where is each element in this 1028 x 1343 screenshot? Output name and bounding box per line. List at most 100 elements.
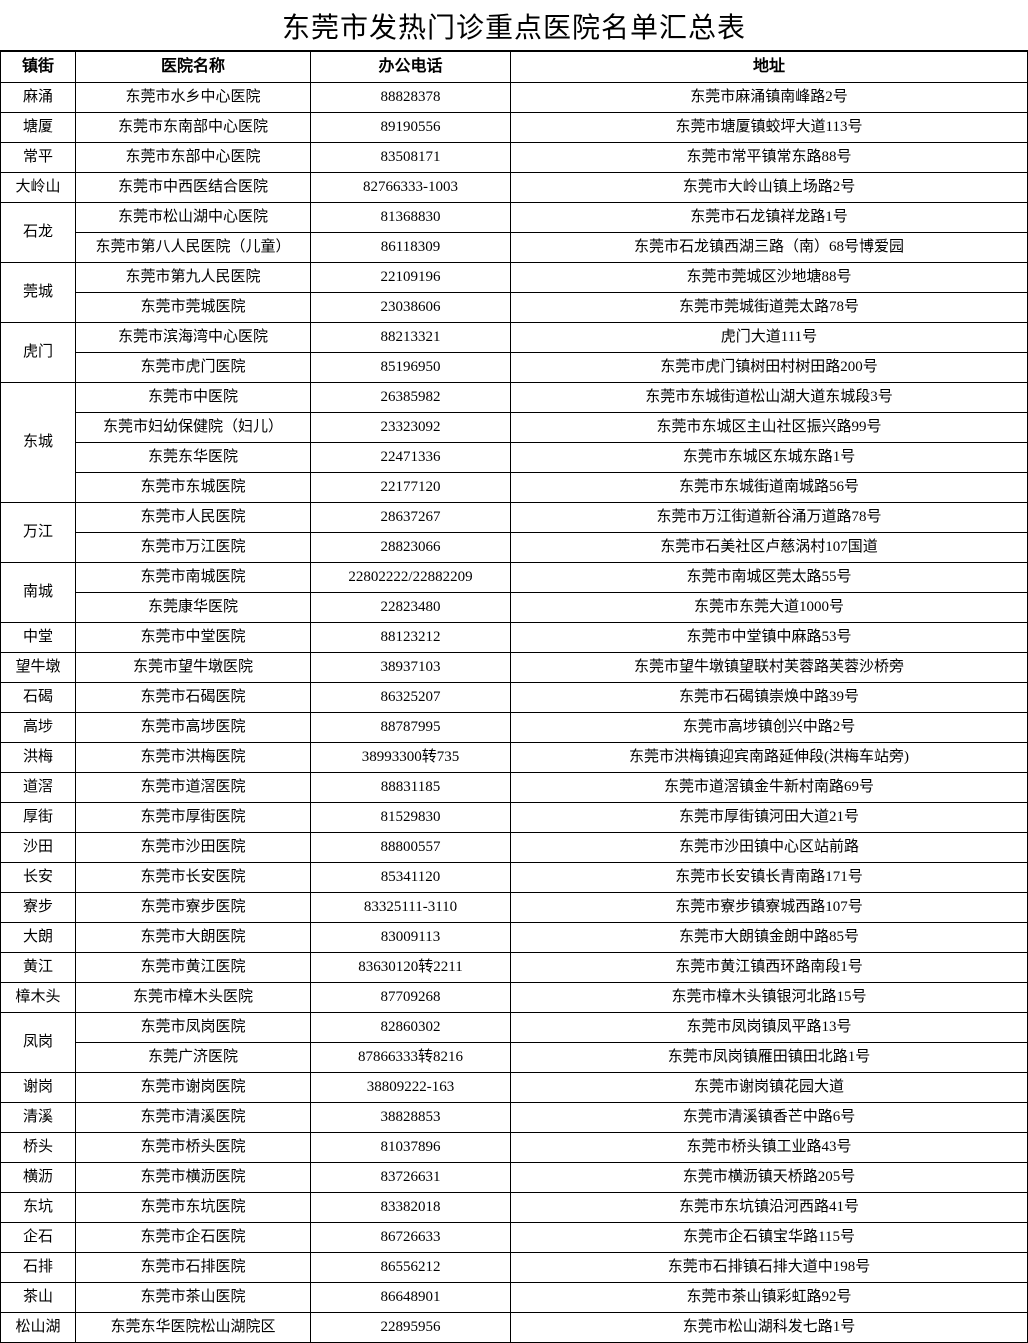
cell-address: 东莞市东莞大道1000号 — [511, 593, 1028, 623]
cell-address: 东莞市石美社区卢慈涡村107国道 — [511, 533, 1028, 563]
cell-town: 谢岗 — [1, 1073, 76, 1103]
cell-town: 麻涌 — [1, 83, 76, 113]
cell-hospital-name: 东莞市松山湖中心医院 — [76, 203, 311, 233]
cell-phone: 86325207 — [311, 683, 511, 713]
header-phone: 办公电话 — [311, 52, 511, 83]
table-row: 长安东莞市长安医院85341120东莞市长安镇长青南路171号 — [1, 863, 1028, 893]
cell-hospital-name: 东莞市中医院 — [76, 383, 311, 413]
cell-hospital-name: 东莞市南城医院 — [76, 563, 311, 593]
cell-address: 东莞市石龙镇祥龙路1号 — [511, 203, 1028, 233]
cell-address: 东莞市东城区东城东路1号 — [511, 443, 1028, 473]
cell-address: 东莞市大岭山镇上场路2号 — [511, 173, 1028, 203]
cell-address: 东莞市松山湖科发七路1号 — [511, 1313, 1028, 1343]
cell-hospital-name: 东莞市洪梅医院 — [76, 743, 311, 773]
table-row: 道滘东莞市道滘医院88831185东莞市道滘镇金牛新村南路69号 — [1, 773, 1028, 803]
cell-hospital-name: 东莞市中堂医院 — [76, 623, 311, 653]
table-row: 厚街东莞市厚街医院81529830东莞市厚街镇河田大道21号 — [1, 803, 1028, 833]
cell-address: 东莞市中堂镇中麻路53号 — [511, 623, 1028, 653]
cell-address: 东莞市万江街道新谷涌万道路78号 — [511, 503, 1028, 533]
hospital-table: 镇街 医院名称 办公电话 地址 麻涌东莞市水乡中心医院88828378东莞市麻涌… — [0, 51, 1028, 1343]
cell-address: 东莞市沙田镇中心区站前路 — [511, 833, 1028, 863]
table-row: 沙田东莞市沙田医院88800557东莞市沙田镇中心区站前路 — [1, 833, 1028, 863]
cell-phone: 88787995 — [311, 713, 511, 743]
table-row: 南城东莞市南城医院22802222/22882209东莞市南城区莞太路55号 — [1, 563, 1028, 593]
cell-town: 石龙 — [1, 203, 76, 263]
table-row: 东莞市虎门医院85196950东莞市虎门镇树田村树田路200号 — [1, 353, 1028, 383]
cell-town: 莞城 — [1, 263, 76, 323]
table-row: 东莞市万江医院28823066东莞市石美社区卢慈涡村107国道 — [1, 533, 1028, 563]
cell-hospital-name: 东莞康华医院 — [76, 593, 311, 623]
cell-phone: 38937103 — [311, 653, 511, 683]
cell-address: 东莞市茶山镇彩虹路92号 — [511, 1283, 1028, 1313]
table-row: 东莞市第八人民医院（儿童）86118309东莞市石龙镇西湖三路（南）68号博爱园 — [1, 233, 1028, 263]
cell-address: 东莞市凤岗镇凤平路13号 — [511, 1013, 1028, 1043]
cell-town: 长安 — [1, 863, 76, 893]
cell-hospital-name: 东莞广济医院 — [76, 1043, 311, 1073]
cell-address: 东莞市洪梅镇迎宾南路延伸段(洪梅车站旁) — [511, 743, 1028, 773]
cell-hospital-name: 东莞市谢岗医院 — [76, 1073, 311, 1103]
cell-phone: 85341120 — [311, 863, 511, 893]
cell-address: 东莞市望牛墩镇望联村芙蓉路芙蓉沙桥旁 — [511, 653, 1028, 683]
cell-address: 东莞市寮步镇寮城西路107号 — [511, 893, 1028, 923]
table-row: 东莞市莞城医院23038606东莞市莞城街道莞太路78号 — [1, 293, 1028, 323]
table-row: 东莞东华医院22471336东莞市东城区东城东路1号 — [1, 443, 1028, 473]
cell-town: 樟木头 — [1, 983, 76, 1013]
cell-address: 东莞市横沥镇天桥路205号 — [511, 1163, 1028, 1193]
table-row: 横沥东莞市横沥医院83726631东莞市横沥镇天桥路205号 — [1, 1163, 1028, 1193]
table-row: 凤岗东莞市凤岗医院82860302东莞市凤岗镇凤平路13号 — [1, 1013, 1028, 1043]
cell-address: 东莞市东城区主山社区振兴路99号 — [511, 413, 1028, 443]
cell-address: 东莞市黄江镇西环路南段1号 — [511, 953, 1028, 983]
cell-town: 石排 — [1, 1253, 76, 1283]
cell-hospital-name: 东莞市厚街医院 — [76, 803, 311, 833]
cell-phone: 28637267 — [311, 503, 511, 533]
cell-phone: 83009113 — [311, 923, 511, 953]
cell-hospital-name: 东莞市清溪医院 — [76, 1103, 311, 1133]
table-row: 望牛墩东莞市望牛墩医院38937103东莞市望牛墩镇望联村芙蓉路芙蓉沙桥旁 — [1, 653, 1028, 683]
cell-phone: 82766333-1003 — [311, 173, 511, 203]
table-row: 东莞康华医院22823480东莞市东莞大道1000号 — [1, 593, 1028, 623]
cell-phone: 22802222/22882209 — [311, 563, 511, 593]
cell-hospital-name: 东莞东华医院 — [76, 443, 311, 473]
header-town: 镇街 — [1, 52, 76, 83]
cell-town: 道滘 — [1, 773, 76, 803]
table-row: 松山湖东莞东华医院松山湖院区22895956东莞市松山湖科发七路1号 — [1, 1313, 1028, 1343]
cell-hospital-name: 东莞市人民医院 — [76, 503, 311, 533]
cell-address: 东莞市东城街道南城路56号 — [511, 473, 1028, 503]
cell-hospital-name: 东莞市中西医结合医院 — [76, 173, 311, 203]
cell-phone: 89190556 — [311, 113, 511, 143]
cell-address: 东莞市清溪镇香芒中路6号 — [511, 1103, 1028, 1133]
cell-phone: 86556212 — [311, 1253, 511, 1283]
cell-phone: 88123212 — [311, 623, 511, 653]
cell-hospital-name: 东莞市望牛墩医院 — [76, 653, 311, 683]
cell-town: 石碣 — [1, 683, 76, 713]
cell-town: 松山湖 — [1, 1313, 76, 1343]
cell-town: 大朗 — [1, 923, 76, 953]
cell-hospital-name: 东莞市第九人民医院 — [76, 263, 311, 293]
table-title: 东莞市发热门诊重点医院名单汇总表 — [0, 0, 1028, 51]
cell-town: 桥头 — [1, 1133, 76, 1163]
table-row: 洪梅东莞市洪梅医院38993300转735东莞市洪梅镇迎宾南路延伸段(洪梅车站旁… — [1, 743, 1028, 773]
cell-hospital-name: 东莞市大朗医院 — [76, 923, 311, 953]
cell-phone: 85196950 — [311, 353, 511, 383]
cell-phone: 38828853 — [311, 1103, 511, 1133]
cell-hospital-name: 东莞东华医院松山湖院区 — [76, 1313, 311, 1343]
table-row: 大朗东莞市大朗医院83009113东莞市大朗镇金朗中路85号 — [1, 923, 1028, 953]
cell-phone: 82860302 — [311, 1013, 511, 1043]
cell-hospital-name: 东莞市虎门医院 — [76, 353, 311, 383]
cell-phone: 26385982 — [311, 383, 511, 413]
table-row: 清溪东莞市清溪医院38828853东莞市清溪镇香芒中路6号 — [1, 1103, 1028, 1133]
cell-hospital-name: 东莞市桥头医院 — [76, 1133, 311, 1163]
cell-phone: 22471336 — [311, 443, 511, 473]
cell-hospital-name: 东莞市东坑医院 — [76, 1193, 311, 1223]
cell-hospital-name: 东莞市凤岗医院 — [76, 1013, 311, 1043]
cell-address: 东莞市东坑镇沿河西路41号 — [511, 1193, 1028, 1223]
table-row: 虎门东莞市滨海湾中心医院88213321虎门大道111号 — [1, 323, 1028, 353]
cell-phone: 81529830 — [311, 803, 511, 833]
cell-hospital-name: 东莞市道滘医院 — [76, 773, 311, 803]
cell-phone: 87866333转8216 — [311, 1043, 511, 1073]
table-row: 东莞市东城医院22177120东莞市东城街道南城路56号 — [1, 473, 1028, 503]
cell-hospital-name: 东莞市东城医院 — [76, 473, 311, 503]
cell-hospital-name: 东莞市黄江医院 — [76, 953, 311, 983]
cell-hospital-name: 东莞市莞城医院 — [76, 293, 311, 323]
cell-address: 虎门大道111号 — [511, 323, 1028, 353]
